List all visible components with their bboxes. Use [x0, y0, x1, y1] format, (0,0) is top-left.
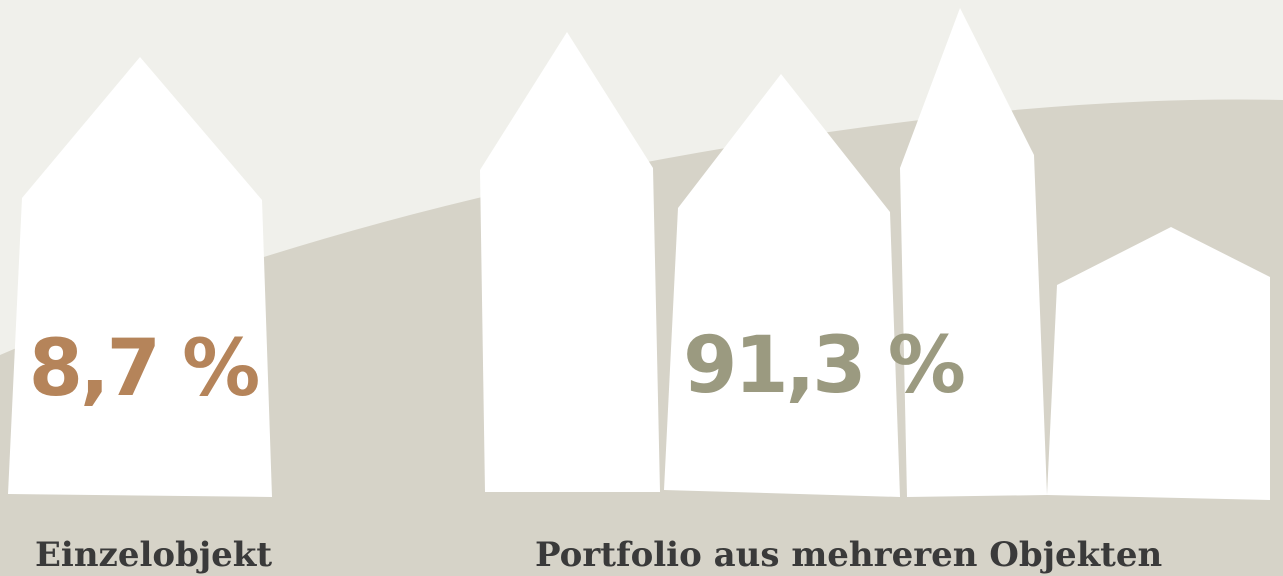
page: 8,7 % 91,3 % Einzelobjekt Portfolio aus … [0, 0, 1283, 576]
share-value: 91,3 % [683, 321, 964, 411]
category-label: Portfolio aus mehreren Objekten [535, 535, 1162, 575]
category-label: Einzelobjekt [35, 535, 272, 575]
infographic: 8,7 % 91,3 % Einzelobjekt Portfolio aus … [0, 0, 1283, 576]
share-value: 8,7 % [29, 324, 258, 414]
